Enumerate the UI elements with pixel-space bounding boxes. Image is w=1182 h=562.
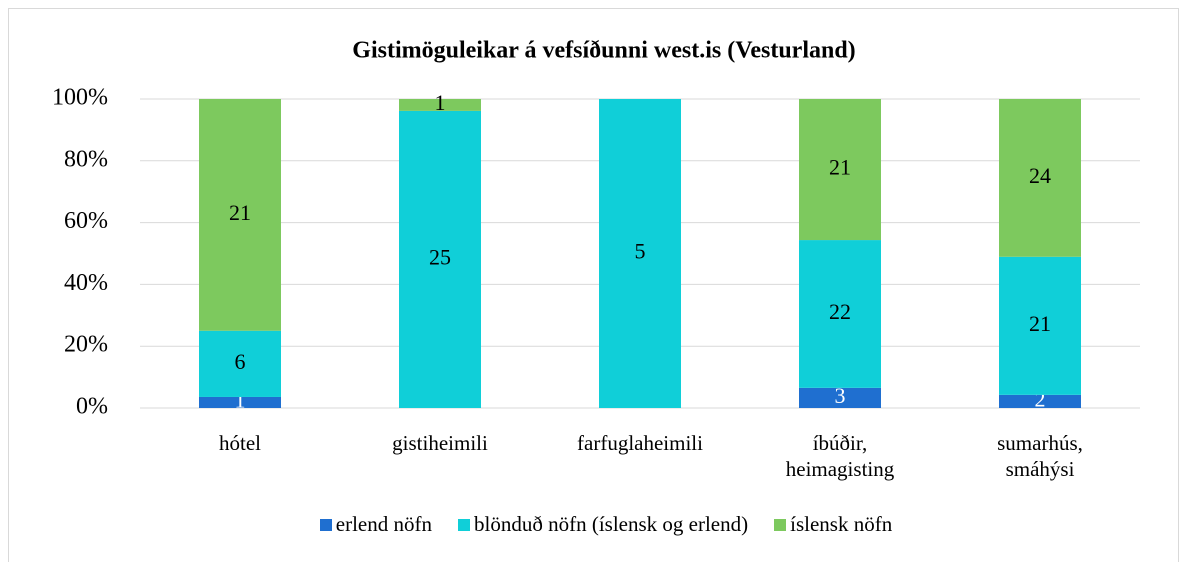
x-tick-label: gistiheimili: [375, 430, 505, 456]
legend-label: blönduð nöfn (íslensk og erlend): [474, 512, 749, 536]
bar-segment: [599, 99, 681, 408]
x-tick-label: íbúðir, heimagisting: [775, 430, 905, 482]
x-tick-label: sumarhús, smáhýsi: [975, 430, 1105, 482]
x-tick-text: farfuglaheimili: [577, 431, 703, 455]
y-tick-label: 20%: [64, 332, 108, 358]
data-label: 21: [1029, 311, 1051, 336]
y-tick-label: 0%: [76, 394, 108, 420]
chart-title: Gistimöguleikar á vefsíðunni west.is (Ve…: [352, 38, 855, 64]
data-label: 3: [835, 383, 846, 408]
bar-segment: [199, 396, 281, 408]
data-label: 6: [235, 349, 246, 374]
legend-label: erlend nöfn: [335, 512, 432, 536]
bar-segment: [799, 240, 881, 388]
data-label: 25: [429, 244, 451, 269]
data-label: 1: [235, 388, 246, 413]
data-label: 21: [229, 200, 251, 225]
data-label: 22: [829, 299, 851, 324]
y-tick-label: 80%: [64, 146, 108, 172]
legend-swatch: [774, 518, 787, 531]
legend-item: erlend nöfn: [319, 512, 432, 537]
x-tick-text: hótel: [219, 431, 261, 455]
legend-item: blönduð nöfn (íslensk og erlend): [458, 512, 748, 537]
bar-segment: [199, 99, 281, 331]
y-tick-label: 60%: [64, 208, 108, 234]
x-tick-text: sumarhús, smáhýsi: [997, 431, 1083, 481]
bar-segment: [399, 110, 481, 408]
x-tick-label: farfuglaheimili: [575, 430, 705, 456]
legend: erlend nöfn blönduð nöfn (íslensk og erle…: [0, 512, 1182, 537]
legend-label: íslensk nöfn: [790, 512, 893, 536]
bar-segment: [999, 99, 1081, 257]
data-label: 24: [1029, 163, 1051, 188]
bar-segment: [999, 256, 1081, 395]
bar-segment: [799, 99, 881, 241]
bar-segment: [799, 387, 881, 408]
data-label: 5: [635, 239, 646, 264]
legend-item: íslensk nöfn: [774, 512, 892, 537]
data-label: 1: [435, 90, 446, 115]
x-tick-label: hótel: [175, 430, 305, 456]
bar-segment: [399, 99, 481, 111]
y-tick-label: 100%: [52, 85, 108, 111]
data-label: 2: [1035, 386, 1046, 411]
bar-segment: [999, 394, 1081, 408]
legend-swatch: [458, 518, 470, 531]
bar-segment: [199, 330, 281, 397]
data-label: 21: [829, 155, 851, 180]
legend-swatch: [319, 518, 332, 531]
y-tick-label: 40%: [64, 270, 108, 296]
chart-frame: [8, 8, 1179, 562]
x-tick-text: gistiheimili: [392, 431, 488, 455]
x-tick-text: íbúðir, heimagisting: [785, 431, 895, 481]
